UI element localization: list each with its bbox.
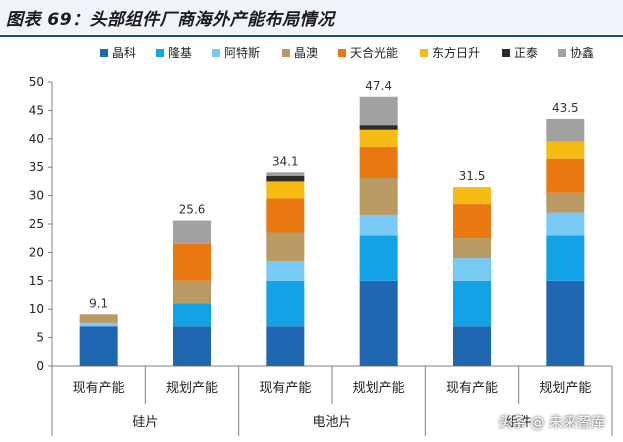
legend-label-3: 晶澳 (294, 46, 318, 60)
bar-segment-2-6 (266, 175, 305, 182)
bar-segment-4-3 (453, 238, 491, 259)
y-tick-label-2: 10 (29, 302, 44, 316)
legend-swatch-6 (502, 49, 510, 57)
bar-segment-5-3 (546, 192, 585, 213)
bar-segment-5-1 (546, 235, 585, 281)
bar-segment-3-2 (359, 214, 398, 236)
x-tick-label-0: 现有产能 (73, 381, 125, 396)
total-label-1: 25.6 (179, 203, 206, 217)
bar-segment-5-4 (546, 158, 585, 193)
bar-segment-0-0 (79, 326, 118, 366)
bar-segment-3-6 (359, 125, 398, 130)
bar-segment-0-2 (79, 322, 118, 327)
legend-swatch-2 (212, 49, 220, 57)
bar-segment-0-3 (79, 314, 118, 323)
x-tick-label-5: 规划产能 (539, 381, 591, 396)
legend-label-0: 晶科 (112, 46, 136, 60)
group-label-1: 电池片 (312, 415, 351, 430)
y-tick-label-7: 35 (29, 160, 44, 174)
bar-segment-2-4 (266, 198, 305, 233)
bar-segment-2-3 (266, 232, 305, 261)
bar-segment-4-2 (453, 258, 491, 281)
legend-label-7: 协鑫 (570, 45, 594, 60)
bar-segment-4-4 (453, 204, 491, 239)
y-tick-label-3: 15 (29, 274, 44, 288)
total-label-3: 47.4 (365, 79, 392, 93)
bar-segment-3-1 (359, 235, 398, 281)
bar-segment-4-1 (453, 280, 491, 327)
bar-segment-5-5 (546, 141, 585, 159)
bar-segment-1-0 (173, 326, 211, 366)
x-tick-label-3: 规划产能 (353, 381, 405, 396)
total-label-2: 34.1 (272, 154, 299, 168)
legend-swatch-5 (420, 49, 428, 57)
legend-swatch-1 (156, 49, 164, 57)
total-label-5: 43.5 (552, 101, 579, 115)
legend-swatch-0 (100, 49, 108, 57)
bar-segment-1-7 (173, 220, 211, 244)
legend-label-4: 天合光能 (350, 45, 398, 60)
y-tick-label-8: 40 (29, 132, 44, 146)
x-tick-label-2: 现有产能 (259, 381, 311, 396)
bar-segment-3-7 (359, 96, 398, 126)
total-label-0: 9.1 (89, 296, 108, 310)
x-tick-label-4: 现有产能 (446, 381, 498, 396)
bar-segment-2-5 (266, 181, 305, 199)
group-label-0: 硅片 (132, 415, 158, 430)
legend-swatch-4 (338, 49, 346, 57)
bar-segment-1-1 (173, 303, 211, 327)
bar-segment-2-2 (266, 260, 305, 281)
bar-segment-2-1 (266, 280, 305, 327)
y-tick-label-4: 20 (29, 245, 44, 259)
watermark: 头条 @ 未来智库 (498, 415, 605, 431)
x-tick-label-1: 规划产能 (166, 381, 218, 396)
bar-segment-2-0 (266, 326, 305, 366)
y-tick-label-1: 5 (36, 331, 44, 345)
title-rule (0, 35, 623, 37)
bar-segment-3-0 (359, 280, 398, 366)
legend-swatch-3 (282, 49, 290, 57)
bar-segment-4-0 (453, 326, 491, 366)
y-tick-label-5: 25 (29, 217, 44, 231)
title-bar: 图表 69：头部组件厂商海外产能布局情况 (0, 0, 623, 34)
bar-segment-1-3 (173, 280, 211, 304)
y-tick-label-6: 30 (29, 189, 44, 203)
legend-label-1: 隆基 (168, 45, 192, 60)
bar-segment-4-5 (453, 187, 491, 205)
group-label-2: 组件 (506, 415, 532, 430)
bar-segment-3-3 (359, 177, 398, 215)
legend-label-5: 东方日升 (432, 45, 480, 60)
bar-segment-2-7 (266, 172, 305, 176)
total-label-4: 31.5 (459, 169, 486, 183)
bar-segment-5-0 (546, 280, 585, 366)
legend-label-2: 阿特斯 (224, 45, 260, 60)
y-tick-label-0: 0 (36, 359, 44, 373)
legend-swatch-7 (558, 49, 566, 57)
page-title: 图表 69：头部组件厂商海外产能布局情况 (6, 10, 335, 30)
legend-label-6: 正泰 (514, 46, 538, 60)
bar-segment-5-7 (546, 118, 585, 142)
y-tick-label-10: 50 (29, 75, 44, 89)
bar-segment-5-2 (546, 212, 585, 236)
bar-segment-3-4 (359, 146, 398, 178)
y-tick-label-9: 45 (29, 103, 44, 117)
bar-segment-1-4 (173, 243, 211, 281)
bar-segment-3-5 (359, 129, 398, 147)
